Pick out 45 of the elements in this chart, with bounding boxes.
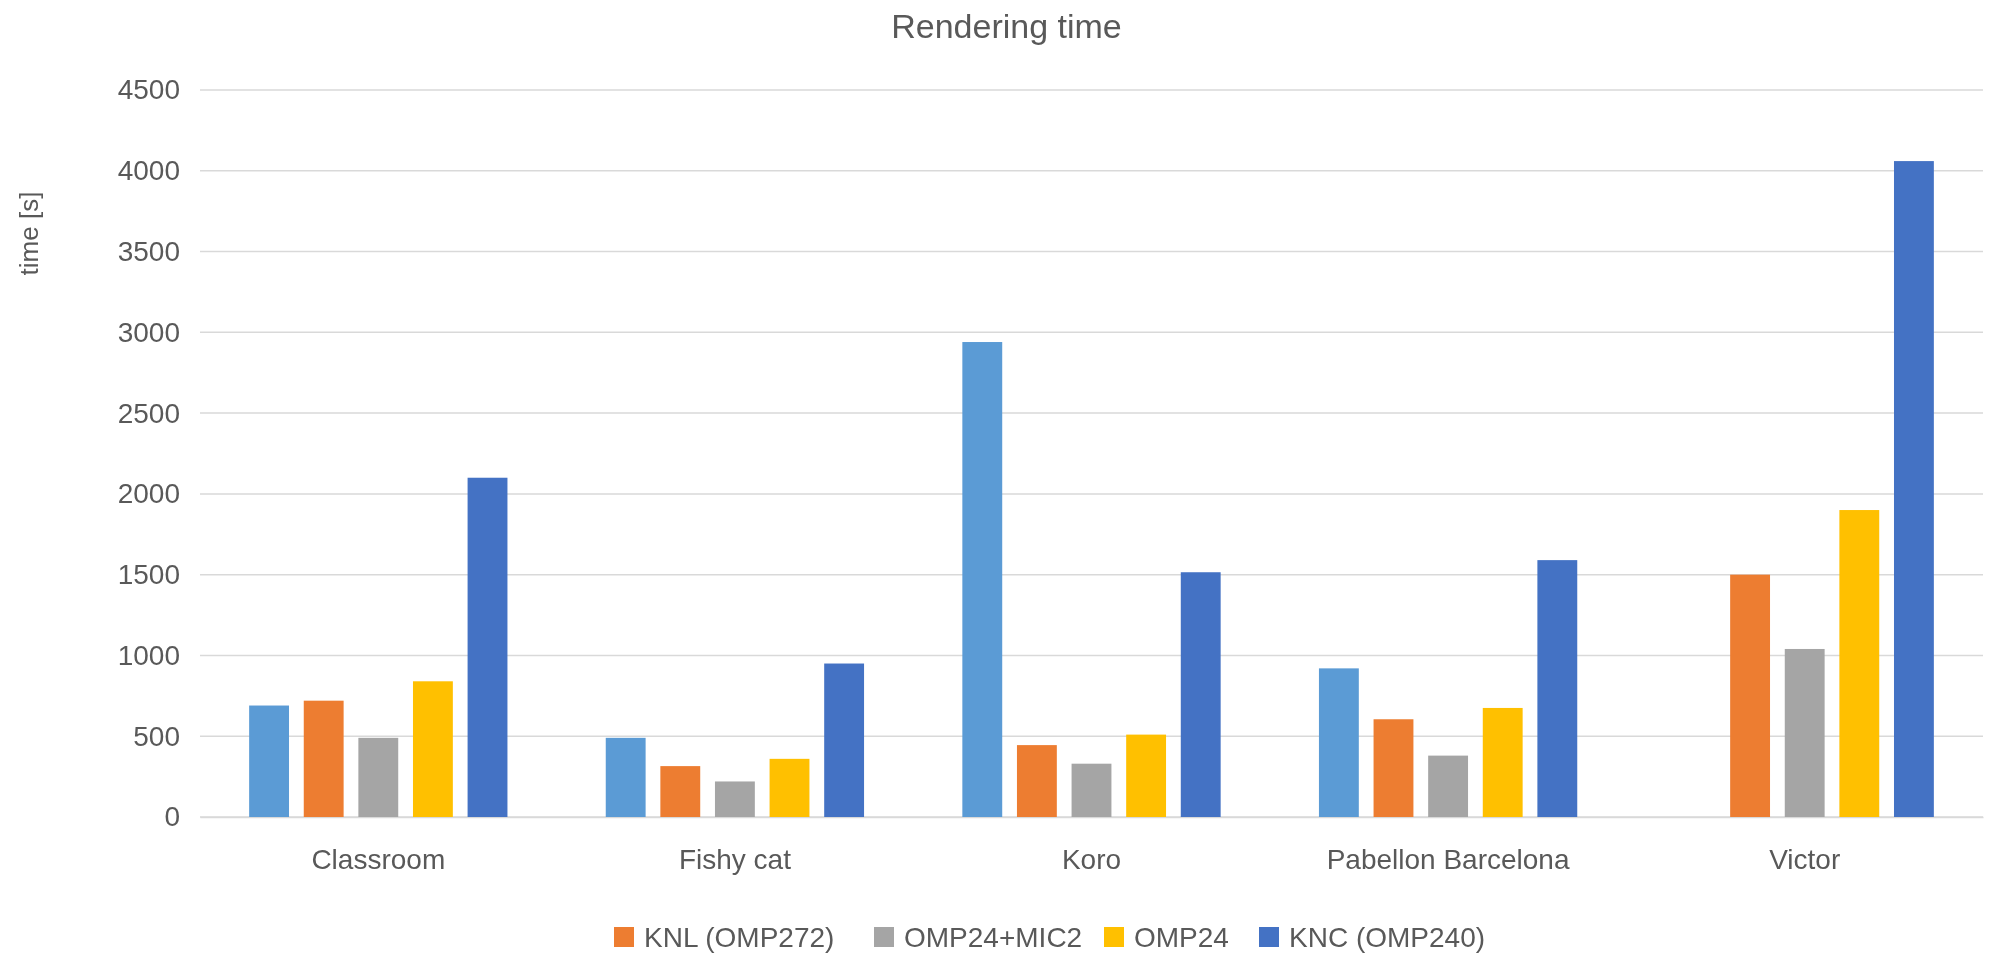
bar	[1730, 574, 1771, 817]
bar	[1839, 510, 1880, 817]
bar	[605, 737, 646, 817]
bar	[1126, 734, 1167, 817]
x-tick-label: Victor	[1769, 843, 1841, 875]
bar	[660, 766, 701, 817]
x-tick-label: Fishy cat	[678, 843, 792, 875]
bar	[412, 681, 453, 817]
y-axis-title: time [s]	[14, 191, 44, 276]
legend-label: KNC (OMP240)	[1289, 922, 1486, 953]
bar	[769, 758, 810, 817]
bar	[1071, 763, 1112, 817]
chart-title: Rendering time	[891, 7, 1122, 45]
bar	[303, 700, 344, 817]
y-tick-label: 2500	[117, 397, 180, 429]
bar	[1318, 668, 1359, 817]
bar	[1428, 755, 1469, 817]
bar	[358, 737, 399, 817]
legend-label: OMP24+MIC2	[904, 922, 1083, 953]
x-tick-label: Classroom	[311, 843, 446, 875]
legend-label: KNL (OMP272)	[644, 922, 835, 953]
bar	[1893, 161, 1934, 817]
y-tick-label: 4500	[117, 74, 180, 106]
y-tick-label: 1500	[117, 559, 180, 591]
x-tick-label: Koro	[1061, 843, 1122, 875]
bar	[1180, 572, 1221, 817]
y-tick-label: 0	[164, 801, 180, 833]
bar	[467, 477, 508, 817]
y-tick-label: 4000	[117, 155, 180, 187]
bar	[962, 342, 1003, 817]
bar	[1373, 719, 1414, 817]
y-tick-label: 3000	[117, 316, 180, 348]
x-tick-label: Pabellon Barcelona	[1326, 843, 1570, 875]
legend-label: OMP24	[1134, 922, 1229, 953]
bar	[714, 781, 755, 817]
bar	[249, 705, 290, 817]
bar	[1482, 707, 1523, 817]
y-tick-label: 500	[133, 720, 180, 752]
y-tick-label: 1000	[117, 639, 180, 671]
bar	[1537, 560, 1578, 817]
y-tick-label: 3500	[117, 236, 180, 268]
bar	[824, 663, 865, 817]
bar	[1016, 745, 1057, 817]
bar	[1784, 648, 1825, 817]
y-tick-label: 2000	[117, 478, 180, 510]
